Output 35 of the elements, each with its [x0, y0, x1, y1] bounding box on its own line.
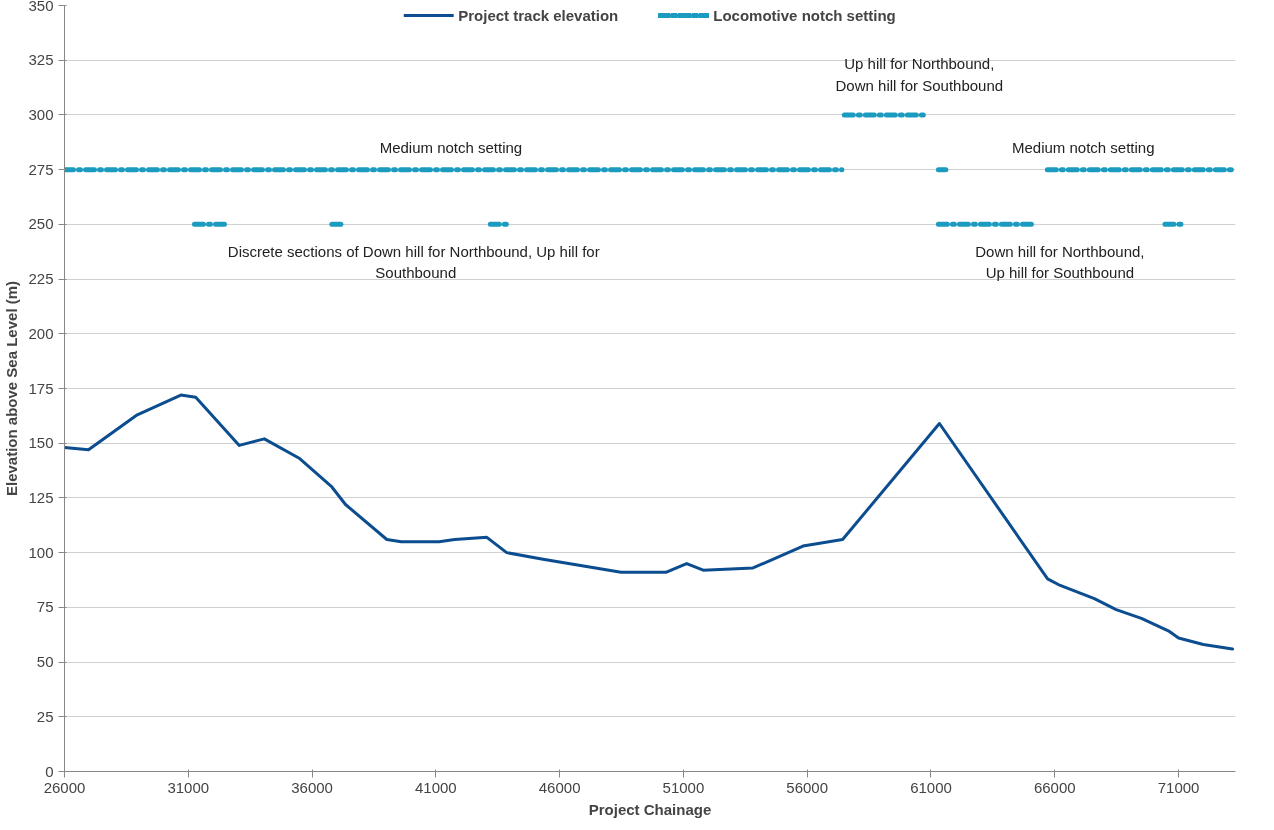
annotation: Down hill for Northbound, Up hill for Southbound [975, 242, 1145, 282]
y-tick-label: 25 [36, 707, 54, 725]
y-tick-label: 125 [28, 488, 54, 506]
x-axis-title: Project Chainage [588, 800, 712, 818]
x-tick-label: 61000 [910, 778, 952, 796]
y-tick-label: 75 [36, 598, 54, 616]
x-tick-label: 66000 [1033, 778, 1076, 796]
x-tick-label: 36000 [291, 778, 333, 796]
x-tick-label: 46000 [538, 778, 581, 796]
y-tick-label: 175 [28, 379, 54, 397]
x-tick-label: 31000 [167, 778, 210, 796]
y-tick-label: 0 [45, 762, 54, 780]
y-tick-label: 50 [36, 653, 54, 671]
legend-label: Project track elevation [458, 6, 619, 24]
y-tick-label: 350 [28, 0, 54, 14]
y-axis-title: Elevation above Sea Level (m) [3, 280, 21, 497]
y-tick-label: 300 [28, 105, 54, 123]
x-tick-label: 26000 [43, 778, 86, 796]
y-tick-label: 275 [28, 160, 54, 178]
y-tick-label: 325 [28, 51, 54, 69]
y-tick-label: 250 [28, 215, 54, 233]
legend-label: Locomotive notch setting [713, 6, 896, 24]
annotation: Medium notch setting [379, 138, 523, 156]
y-tick-label: 150 [28, 434, 54, 452]
annotation: Discrete sections of Down hill for Northbound, Up hill for Southbound [227, 242, 600, 282]
x-tick-label: 71000 [1157, 778, 1200, 796]
annotation: Medium notch setting [1011, 138, 1155, 156]
y-tick-label: 225 [28, 270, 54, 288]
y-tick-label: 100 [28, 543, 54, 561]
x-tick-label: 56000 [786, 778, 829, 796]
line-series [64, 393, 1235, 651]
x-tick-label: 41000 [415, 778, 457, 796]
annotation: Up hill for Northbound, Down hill for Southbound [835, 55, 1004, 94]
y-tick-label: 200 [28, 324, 54, 342]
x-tick-label: 51000 [662, 778, 705, 796]
